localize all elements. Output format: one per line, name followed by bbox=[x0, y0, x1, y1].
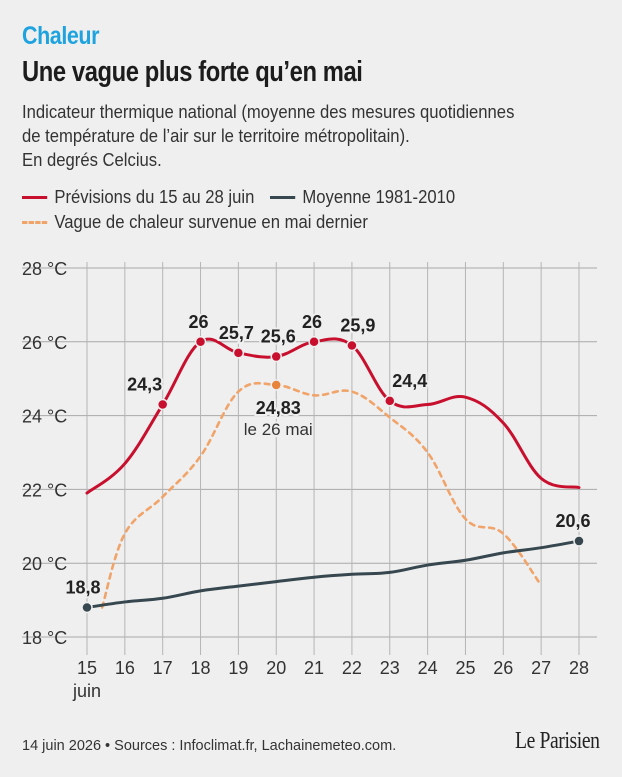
legend-item-average: Moyenne 1981-2010 bbox=[270, 186, 455, 208]
data-label: 24,83 bbox=[256, 398, 301, 418]
y-tick-label: 20 °C bbox=[22, 554, 67, 574]
marker-forecast bbox=[194, 336, 207, 348]
x-tick-label: 20 bbox=[266, 658, 286, 678]
x-tick-label: 18 bbox=[191, 658, 211, 678]
data-label: 25,6 bbox=[261, 327, 296, 347]
y-tick-label: 18 °C bbox=[22, 628, 67, 648]
legend-swatch-may-wave bbox=[22, 220, 48, 224]
y-tick-label: 28 °C bbox=[22, 259, 67, 279]
chart-markers bbox=[81, 336, 585, 614]
x-tick-label: 22 bbox=[342, 658, 362, 678]
marker-forecast bbox=[232, 347, 245, 359]
subtitle-line: de température de l’air sur le territoir… bbox=[22, 125, 410, 146]
y-tick-label: 22 °C bbox=[22, 480, 67, 500]
chart-grid bbox=[22, 262, 597, 655]
marker-forecast bbox=[156, 398, 169, 411]
x-tick-label: 26 bbox=[493, 658, 513, 678]
x-tick-sublabel: juin bbox=[72, 681, 101, 701]
x-axis-ticks: 15 16 17 18 19 20 21 22 23 24 25 26 27 28 juin bbox=[72, 658, 589, 701]
data-label: 24,3 bbox=[127, 375, 162, 395]
series-line-may-wave bbox=[100, 381, 543, 609]
x-tick-label: 23 bbox=[380, 658, 400, 678]
chart-subtitle: Indicateur thermique national (moyenne d… bbox=[22, 100, 553, 172]
publisher-logo: Le Parisien bbox=[515, 728, 600, 754]
x-tick-label: 28 bbox=[569, 658, 589, 678]
marker-forecast bbox=[308, 336, 320, 348]
y-tick-label: 24 °C bbox=[22, 407, 67, 427]
marker-forecast bbox=[270, 350, 282, 363]
data-label: 25,9 bbox=[340, 315, 375, 335]
x-tick-label: 25 bbox=[455, 658, 475, 678]
legend-label-may-wave: Vague de chaleur survenue en mai dernier bbox=[54, 211, 368, 232]
legend-label-average: Moyenne 1981-2010 bbox=[302, 186, 456, 207]
data-label: 24,4 bbox=[392, 371, 427, 391]
marker-forecast bbox=[346, 339, 358, 352]
data-label: 25,7 bbox=[219, 323, 254, 343]
x-tick-label: 16 bbox=[115, 658, 135, 678]
subtitle-line: En degrés Celcius. bbox=[22, 149, 162, 170]
legend-label-forecast: Prévisions du 15 au 28 juin bbox=[54, 186, 255, 207]
y-axis-ticks: 18 °C 20 °C 22 °C 24 °C 26 °C 28 °C bbox=[22, 259, 67, 648]
x-tick-label: 24 bbox=[418, 658, 438, 678]
x-tick-label: 15 bbox=[77, 658, 97, 678]
data-label: 26 bbox=[189, 312, 209, 332]
data-sublabel: le 26 mai bbox=[244, 420, 313, 439]
x-tick-label: 21 bbox=[304, 658, 324, 678]
chart-data-labels: 24,83 le 26 mai 18,8 20,6 24,3 26 25,7 25,6 26 25… bbox=[63, 310, 592, 600]
legend-item-forecast: Prévisions du 15 au 28 juin bbox=[22, 186, 254, 208]
legend-item-may-wave: Vague de chaleur survenue en mai dernier bbox=[22, 211, 368, 233]
data-label: 26 bbox=[302, 312, 322, 332]
chart-title: Une vague plus forte qu’en mai bbox=[22, 56, 363, 88]
data-label: 20,6 bbox=[555, 511, 590, 531]
marker-may-wave bbox=[270, 379, 282, 391]
x-tick-label: 19 bbox=[228, 658, 248, 678]
legend-swatch-average bbox=[270, 195, 296, 199]
series-line-average bbox=[85, 539, 581, 609]
footer-source: 14 juin 2026 • Sources : Infoclimat.fr, … bbox=[22, 738, 397, 754]
marker-average bbox=[573, 535, 585, 547]
y-tick-label: 26 °C bbox=[22, 333, 67, 353]
subtitle-line: Indicateur thermique national (moyenne d… bbox=[22, 101, 515, 122]
marker-forecast bbox=[384, 395, 396, 407]
marker-average bbox=[81, 601, 93, 614]
legend-swatch-forecast bbox=[22, 195, 48, 199]
x-tick-label: 17 bbox=[153, 658, 173, 678]
kicker: Chaleur bbox=[22, 22, 100, 50]
data-label: 18,8 bbox=[65, 577, 100, 597]
x-tick-label: 27 bbox=[531, 658, 551, 678]
